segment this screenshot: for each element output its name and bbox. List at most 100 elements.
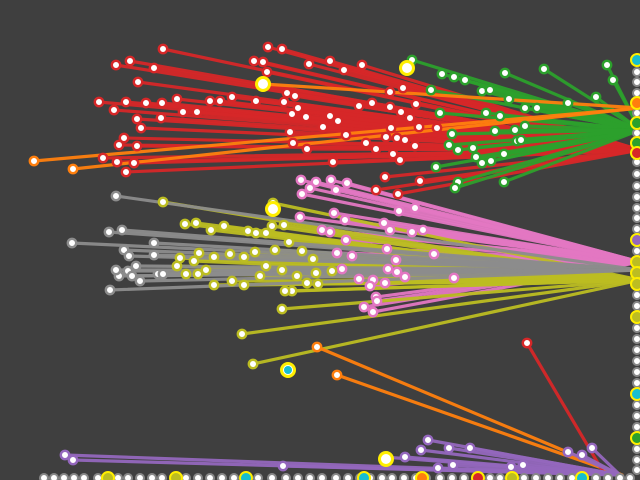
node-pink <box>364 280 376 292</box>
rail-node-bottom <box>93 473 103 480</box>
node-pink <box>340 234 352 246</box>
node-red <box>356 59 368 71</box>
rail-node-bottom <box>217 473 227 480</box>
node-olive <box>200 264 212 276</box>
rail-node-bottom <box>543 473 553 480</box>
rail-node-bottom <box>603 473 613 480</box>
node-red <box>191 106 203 118</box>
edge-green <box>502 128 640 184</box>
rail-node-bottom <box>69 473 79 480</box>
node-purple <box>517 459 529 471</box>
node-green <box>519 120 531 132</box>
node-gray <box>134 275 146 287</box>
rail-node-bottom <box>281 473 291 480</box>
node-green <box>448 71 460 83</box>
node-olive <box>171 260 183 272</box>
node-red <box>140 97 152 109</box>
node-green <box>590 91 602 103</box>
rail-node-bottom <box>305 473 315 480</box>
rail-node-bottom <box>229 473 239 480</box>
node-green <box>446 128 458 140</box>
rail-node-right <box>632 444 640 454</box>
rail-node-bottom <box>147 473 157 480</box>
rail-accent-node <box>471 471 485 480</box>
node-pink <box>325 174 337 186</box>
node-red <box>135 122 147 134</box>
rail-accent-node <box>575 471 589 480</box>
highlight-node <box>255 76 271 92</box>
node-purple <box>277 460 289 472</box>
node-red <box>128 157 140 169</box>
node-green <box>509 124 521 136</box>
rail-node-bottom <box>387 473 397 480</box>
rail-node-right <box>632 128 640 138</box>
node-olive <box>218 220 230 232</box>
node-red <box>118 132 130 144</box>
node-green <box>519 102 531 114</box>
node-olive <box>249 246 261 258</box>
node-green <box>467 142 479 154</box>
node-olive <box>279 285 291 297</box>
node-olive <box>312 278 324 290</box>
node-purple <box>432 462 444 474</box>
rail-node-right <box>632 367 640 377</box>
node-purple <box>576 449 588 461</box>
node-red <box>226 91 238 103</box>
node-olive <box>310 267 322 279</box>
node-purple <box>586 442 598 454</box>
node-green <box>494 110 506 122</box>
node-green <box>562 97 574 109</box>
rail-node-bottom <box>447 473 457 480</box>
node-green <box>607 74 619 86</box>
rail-accent-node <box>101 471 115 480</box>
node-pink <box>341 177 353 189</box>
node-red <box>157 43 169 55</box>
node-pink <box>353 273 365 285</box>
node-pink <box>304 182 316 194</box>
node-red <box>338 64 350 76</box>
node-red <box>397 82 409 94</box>
node-gray <box>123 250 135 262</box>
rail-node-right <box>632 334 640 344</box>
rail-node-right <box>632 290 640 300</box>
node-gray <box>130 260 142 272</box>
node-pink <box>295 174 307 186</box>
node-green <box>531 102 543 114</box>
rail-accent-node <box>630 233 640 247</box>
node-pink <box>448 272 460 284</box>
node-red <box>394 154 406 166</box>
node-purple <box>422 434 434 446</box>
node-olive <box>283 236 295 248</box>
node-green <box>515 134 527 146</box>
highlight-node-core <box>284 366 292 374</box>
node-red <box>370 184 382 196</box>
node-red <box>332 115 344 127</box>
rail-accent-node <box>630 146 640 160</box>
node-green <box>434 107 446 119</box>
node-olive <box>238 279 250 291</box>
node-pink <box>330 184 342 196</box>
node-red <box>384 101 396 113</box>
rail-accent-node <box>357 471 371 480</box>
rail-node-bottom <box>591 473 601 480</box>
node-green <box>485 155 497 167</box>
node-gray <box>148 237 160 249</box>
rail-node-right <box>632 108 640 118</box>
rail-node-bottom <box>293 473 303 480</box>
rail-node-bottom <box>615 473 625 480</box>
node-red <box>214 95 226 107</box>
rail-node-right <box>632 422 640 432</box>
node-red <box>108 104 120 116</box>
node-green <box>498 148 510 160</box>
node-olive <box>291 270 303 282</box>
node-pink <box>328 207 340 219</box>
node-red <box>409 140 421 152</box>
node-purple <box>505 461 517 473</box>
edge-gray <box>120 228 640 272</box>
node-red <box>131 113 143 125</box>
node-olive <box>260 227 272 239</box>
node-olive <box>276 264 288 276</box>
rail-node-right <box>632 356 640 366</box>
